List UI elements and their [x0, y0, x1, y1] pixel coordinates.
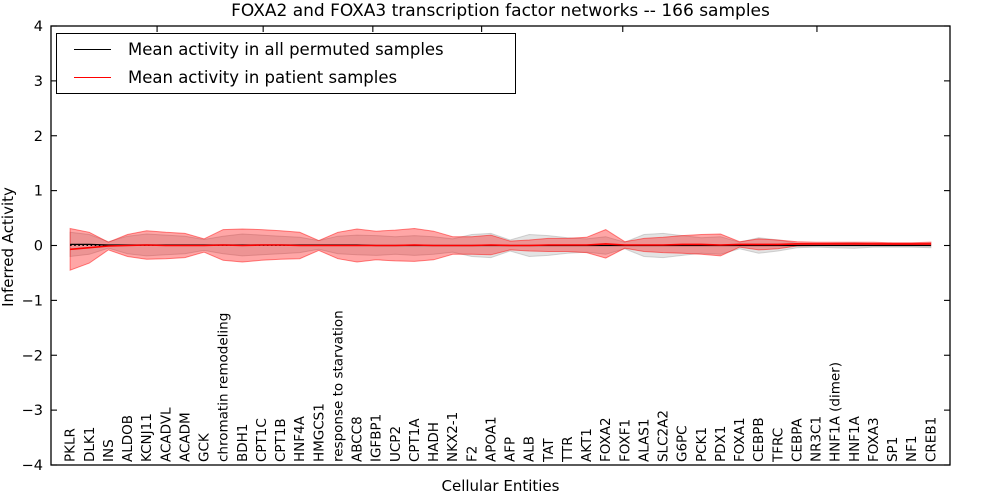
x-tick-label: NR3C1	[809, 416, 825, 462]
x-tick-label: IGFBP1	[369, 414, 385, 462]
x-tick-label: CEBPA	[789, 418, 805, 462]
x-tick-label: INS	[101, 439, 117, 462]
y-tick-label: 4	[34, 19, 43, 35]
patient-mean-line	[70, 243, 931, 251]
y-tick-label: −4	[22, 458, 43, 474]
x-tick-label: CPT1C	[254, 418, 270, 462]
x-tick-label: PCK1	[694, 427, 710, 462]
x-tick-label: G6PC	[675, 425, 691, 462]
x-tick-label: CPT1B	[273, 418, 289, 462]
x-tick-label: FOXF1	[617, 419, 633, 462]
x-tick-label: PDX1	[713, 426, 729, 462]
x-tick-label: FOXA1	[732, 417, 748, 462]
x-tick-label: ALB	[522, 436, 538, 462]
legend-label-patient: Mean activity in patient samples	[128, 68, 398, 88]
x-tick-label: UCP2	[388, 426, 404, 462]
x-tick-label: CPT1A	[407, 418, 423, 462]
x-tick-label: KCNJ11	[139, 413, 155, 462]
x-tick-label: ACADM	[177, 412, 193, 462]
x-tick-label: TAT	[541, 438, 557, 463]
x-tick-label: AKT1	[579, 428, 595, 462]
legend-label-permuted: Mean activity in all permuted samples	[128, 39, 444, 59]
x-tick-label: FOXA2	[598, 417, 614, 462]
x-tick-label: HMGCS1	[311, 403, 327, 462]
x-tick-label: F2	[464, 446, 480, 462]
y-tick-label: 3	[34, 74, 43, 90]
x-tick-label: CREB1	[923, 417, 939, 462]
y-tick-label: 0	[34, 239, 43, 255]
permuted-line-swatch	[74, 48, 111, 50]
x-tick-label: chromatin remodeling	[216, 313, 232, 462]
x-tick-label: FOXA3	[866, 417, 882, 462]
y-tick-label: −3	[22, 403, 43, 419]
x-tick-label: TFRC	[770, 428, 786, 463]
x-tick-label: HNF4A	[292, 415, 308, 462]
x-tick-label: ABCC8	[350, 416, 366, 462]
x-tick-label: PKLR	[63, 428, 79, 462]
legend-item-patient: Mean activity in patient samples	[74, 65, 515, 91]
patient-line-swatch	[74, 77, 111, 79]
x-tick-label: HADH	[426, 422, 442, 462]
x-tick-label: ALAS1	[636, 419, 652, 462]
x-tick-label: TTR	[560, 436, 576, 463]
x-tick-label: ACADVL	[158, 407, 174, 462]
x-tick-label: NF1	[904, 436, 920, 462]
x-axis-label: Cellular Entities	[441, 477, 560, 495]
x-tick-label: GCK	[197, 432, 213, 462]
patient-std-band	[69, 227, 932, 271]
x-tick-label: ALDOB	[120, 415, 136, 462]
x-tick-label: AFP	[503, 437, 519, 462]
x-tick-label: SLC2A2	[656, 410, 672, 462]
y-tick-label: 2	[34, 129, 43, 145]
y-tick-label: −2	[22, 348, 43, 364]
x-tick-label: BDH1	[235, 424, 251, 462]
legend: Mean activity in all permuted samples Me…	[56, 33, 516, 94]
x-tick-label: CEBPB	[751, 417, 767, 462]
x-tick-label: DLK1	[82, 427, 98, 462]
legend-item-permuted: Mean activity in all permuted samples	[74, 36, 515, 62]
x-tick-label: HNF1A	[847, 415, 863, 462]
y-tick-label: −1	[22, 293, 43, 309]
x-tick-label: NKX2-1	[445, 412, 461, 462]
x-tick-label: HNF1A (dimer)	[828, 362, 844, 462]
x-tick-label: response to starvation	[330, 310, 346, 462]
x-tick-label: SP1	[885, 437, 901, 462]
chart-title: FOXA2 and FOXA3 transcription factor net…	[231, 1, 770, 21]
y-axis-label: Inferred Activity	[0, 187, 17, 307]
y-tick-label: 1	[34, 184, 43, 200]
x-tick-label: APOA1	[483, 416, 499, 462]
